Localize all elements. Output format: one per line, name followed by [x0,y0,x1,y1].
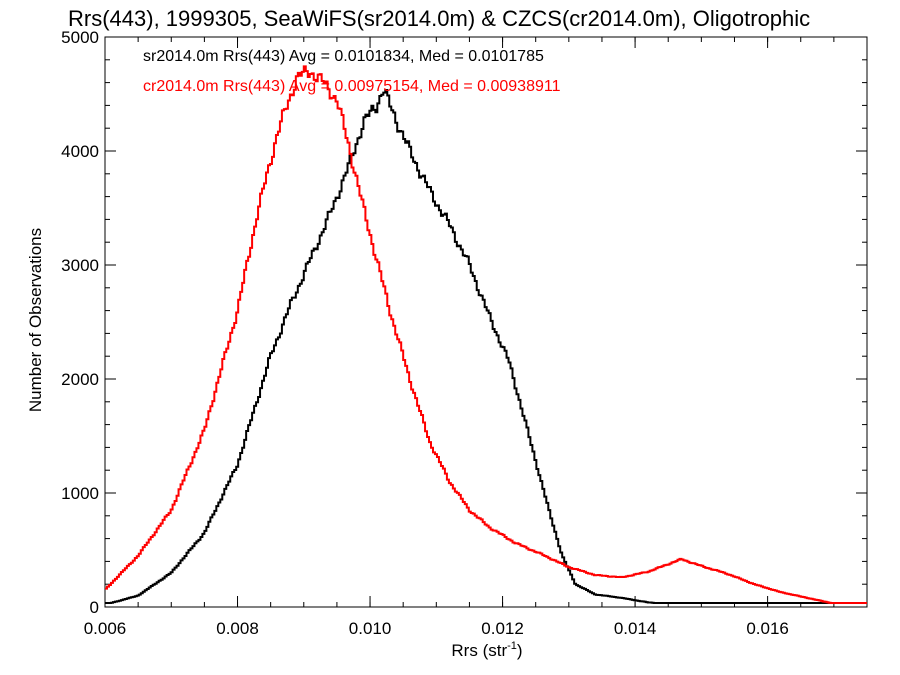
y-tick-label: 0 [90,598,99,617]
x-tick-label: 0.016 [746,619,789,638]
axes: 0.006 0.008 0.010 0.012 0.014 0.016 0 1000 2000 3… [61,28,868,638]
x-axis-label-main: Rrs (str [451,641,507,660]
x-tick-label: 0.008 [216,619,259,638]
x-axis-label: Rrs (str-1) [451,640,522,660]
x-tick-label: 0.014 [614,619,657,638]
series-group [105,65,867,604]
y-axis-label: Number of Observations [26,228,45,412]
plot-frame [104,36,868,608]
x-axis-label-end: ) [517,641,523,660]
x-tick-label: 0.006 [84,619,127,638]
y-tick-label: 5000 [61,28,99,47]
series-line-cr2014.0m [105,65,867,604]
y-tick-label: 4000 [61,142,99,161]
series-annotation-sr2014: sr2014.0m Rrs(443) Avg = 0.0101834, Med … [143,48,544,65]
x-tick-label: 0.012 [481,619,524,638]
x-axis-label-sup: -1 [507,640,517,652]
y-tick-label: 3000 [61,256,99,275]
series-annotation-cr2014: cr2014.0m Rrs(443) Avg = 0.00975154, Med… [143,78,561,95]
y-tick-label: 1000 [61,484,99,503]
chart-title: Rrs(443), 1999305, SeaWiFS(sr2014.0m) & … [68,6,810,31]
y-tick-label: 2000 [61,370,99,389]
series-line-sr2014.0m [105,88,867,604]
x-tick-label: 0.010 [349,619,392,638]
